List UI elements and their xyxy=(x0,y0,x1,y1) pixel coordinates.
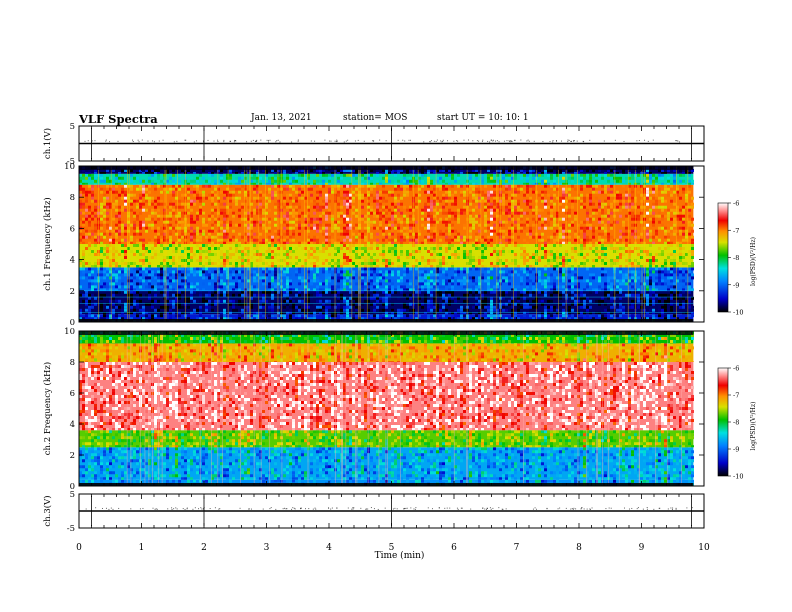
y-tick-label: 6 xyxy=(70,224,75,234)
colorbar-tick-label: -8 xyxy=(733,419,739,427)
colorbar-tick-label: -6 xyxy=(733,365,739,373)
x-tick-label: 1 xyxy=(139,543,145,553)
date-label: Jan. 13, 2021 xyxy=(251,113,312,123)
x-tick-label: 8 xyxy=(576,543,582,553)
y-tick-label: 0 xyxy=(70,482,75,492)
y-axis-label: ch.1(V) xyxy=(42,128,53,159)
y-tick-label: 10 xyxy=(64,327,75,337)
spectrogram-band xyxy=(79,314,694,322)
y-tick-label: 4 xyxy=(70,256,75,266)
y-axis-label: ch.2 Frequency (kHz) xyxy=(42,362,53,455)
x-tick-label: 0 xyxy=(76,543,82,553)
colorbar-tick-label: -9 xyxy=(733,281,739,289)
spectrogram-image xyxy=(79,331,704,486)
y-tick-label: -5 xyxy=(67,524,75,534)
y-tick-label: 5 xyxy=(70,122,75,132)
figure-title: VLF Spectra xyxy=(79,112,158,126)
colorbar-tick-label: -8 xyxy=(733,254,739,262)
colorbar-label: log(PSD)(V²/Hz) xyxy=(750,237,757,286)
x-tick-label: 3 xyxy=(264,543,270,553)
colorbar-tick-label: -9 xyxy=(733,446,739,454)
colorbar-tick-label: -7 xyxy=(733,392,739,400)
y-tick-label: 6 xyxy=(70,389,75,399)
y-tick-label: 2 xyxy=(70,287,75,297)
y-tick-label: 0 xyxy=(70,318,75,328)
y-tick-label: 2 xyxy=(70,451,75,461)
y-axis-label: ch.3(V) xyxy=(42,495,53,526)
colorbar xyxy=(717,367,729,477)
colorbar-tick-label: -7 xyxy=(733,227,739,235)
x-tick-label: 5 xyxy=(389,543,395,553)
colorbar xyxy=(717,202,729,313)
y-tick-label: 4 xyxy=(70,420,75,430)
colorbar-label: log(PSD)(V²/Hz) xyxy=(750,402,757,451)
y-tick-label: 5 xyxy=(70,490,75,500)
x-tick-label: 6 xyxy=(451,543,457,553)
spectrogram-image xyxy=(79,166,704,322)
x-tick-label: 7 xyxy=(514,543,520,553)
x-axis-label: Time (min) xyxy=(375,550,425,561)
x-tick-label: 10 xyxy=(698,543,710,553)
station-label: station= MOS xyxy=(343,113,408,123)
y-tick-label: 8 xyxy=(70,193,75,203)
y-tick-label: 8 xyxy=(70,358,75,368)
colorbar-tick-label: -6 xyxy=(733,200,739,208)
start-time-label: start UT = 10: 10: 1 xyxy=(437,113,529,123)
y-axis-label: ch.1 Frequency (kHz) xyxy=(42,197,53,290)
colorbar-tick-label: -10 xyxy=(733,309,743,317)
colorbar-tick-label: -10 xyxy=(733,473,743,481)
y-tick-label: -5 xyxy=(67,157,75,167)
x-tick-label: 9 xyxy=(639,543,645,553)
x-tick-label: 2 xyxy=(201,543,207,553)
y-tick-label: 10 xyxy=(64,162,75,172)
x-tick-label: 4 xyxy=(326,543,332,553)
